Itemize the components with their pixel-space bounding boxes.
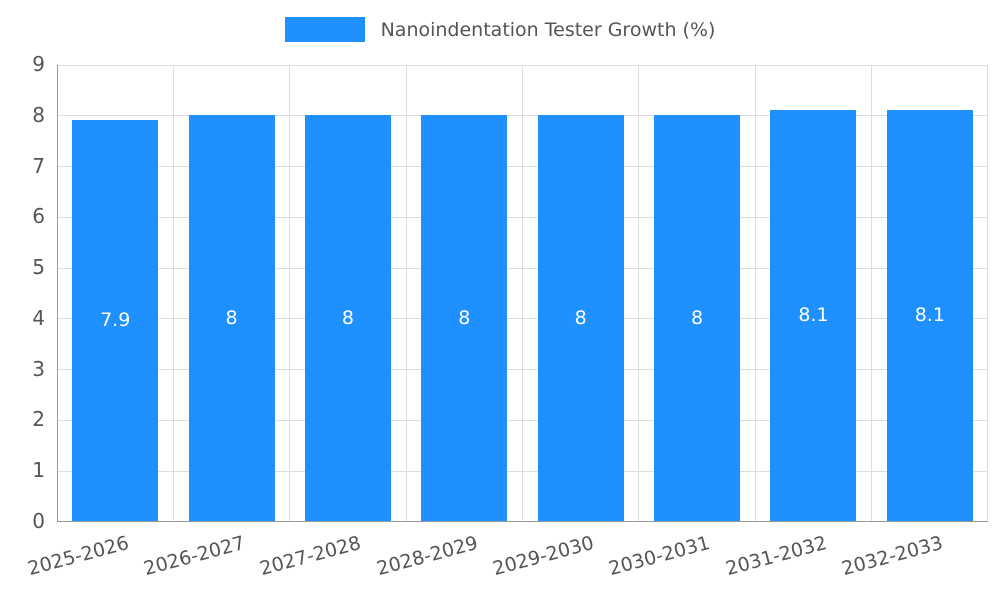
x-axis-tick-label: 2029-2030: [490, 532, 597, 581]
bar-value-label: 8.1: [914, 304, 945, 327]
bar: 8: [537, 114, 624, 521]
bar-value-label: 8: [341, 306, 354, 329]
y-axis-tick-label: 1: [32, 458, 45, 483]
x-axis-line: [57, 521, 988, 522]
bar-value-label: 8.1: [798, 304, 829, 327]
x-axis-tick-label: 2028-2029: [374, 532, 481, 581]
gridline-vertical: [986, 65, 988, 522]
y-axis-line: [57, 65, 58, 522]
bar-value-label: 7.9: [100, 309, 131, 332]
y-axis-tick-label: 4: [32, 305, 45, 330]
y-axis-tick-label: 9: [32, 52, 45, 76]
gridline-vertical: [754, 65, 756, 522]
gridline-vertical: [638, 65, 640, 522]
chart-legend: Nanoindentation Tester Growth (%): [0, 17, 1000, 42]
gridline-vertical: [871, 65, 873, 522]
y-axis-tick-label: 2: [32, 407, 45, 432]
y-axis-tick-label: 7: [32, 153, 45, 178]
legend-title: Nanoindentation Tester Growth (%): [380, 18, 716, 41]
x-axis-tick-label: 2032-2033: [839, 532, 946, 581]
gridline-vertical: [405, 65, 407, 522]
y-axis-tick-label: 8: [32, 102, 45, 127]
bar: 8: [654, 114, 741, 521]
gridline-vertical: [172, 65, 174, 522]
bar: 8: [421, 114, 508, 521]
x-axis-tick-label: 2026-2027: [141, 532, 248, 581]
bar-value-label: 8: [458, 306, 471, 329]
bar-value-label: 8: [574, 306, 587, 329]
bar: 8.1: [886, 109, 973, 521]
x-axis-tick-label: 2030-2031: [607, 532, 713, 581]
bar: 7.9: [72, 119, 159, 521]
gridline-vertical: [289, 65, 291, 522]
bar: 8: [188, 114, 275, 521]
bar-value-label: 8: [225, 306, 238, 329]
legend-swatch: [284, 17, 365, 42]
x-axis-tick-label: 2025-2026: [25, 532, 131, 581]
bar: 8.1: [770, 109, 857, 521]
y-axis-tick-label: 3: [32, 356, 45, 381]
y-axis-tick-label: 0: [32, 509, 45, 533]
y-axis-tick-label: 6: [32, 204, 45, 229]
gridline-vertical: [522, 65, 523, 522]
bar-value-label: 8: [691, 306, 704, 329]
plot-area: 7.9 8 8 8 8 8 8.1 8.1: [56, 64, 988, 522]
x-axis-tick-label: 2027-2028: [257, 532, 364, 581]
bar: 8: [304, 114, 391, 521]
x-axis-tick-label: 2031-2032: [723, 532, 830, 581]
y-axis-tick-label: 5: [32, 255, 45, 280]
